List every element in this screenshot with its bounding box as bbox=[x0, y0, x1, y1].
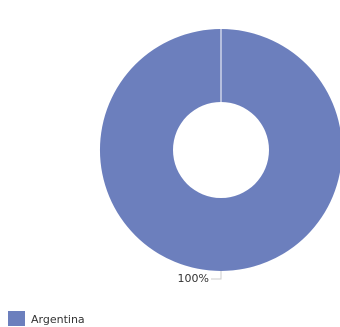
legend-swatch bbox=[8, 311, 25, 326]
label-leader bbox=[211, 271, 222, 280]
data-label: 100% bbox=[178, 272, 209, 285]
legend-label: Argentina bbox=[31, 313, 85, 326]
donut-slice bbox=[100, 29, 340, 271]
